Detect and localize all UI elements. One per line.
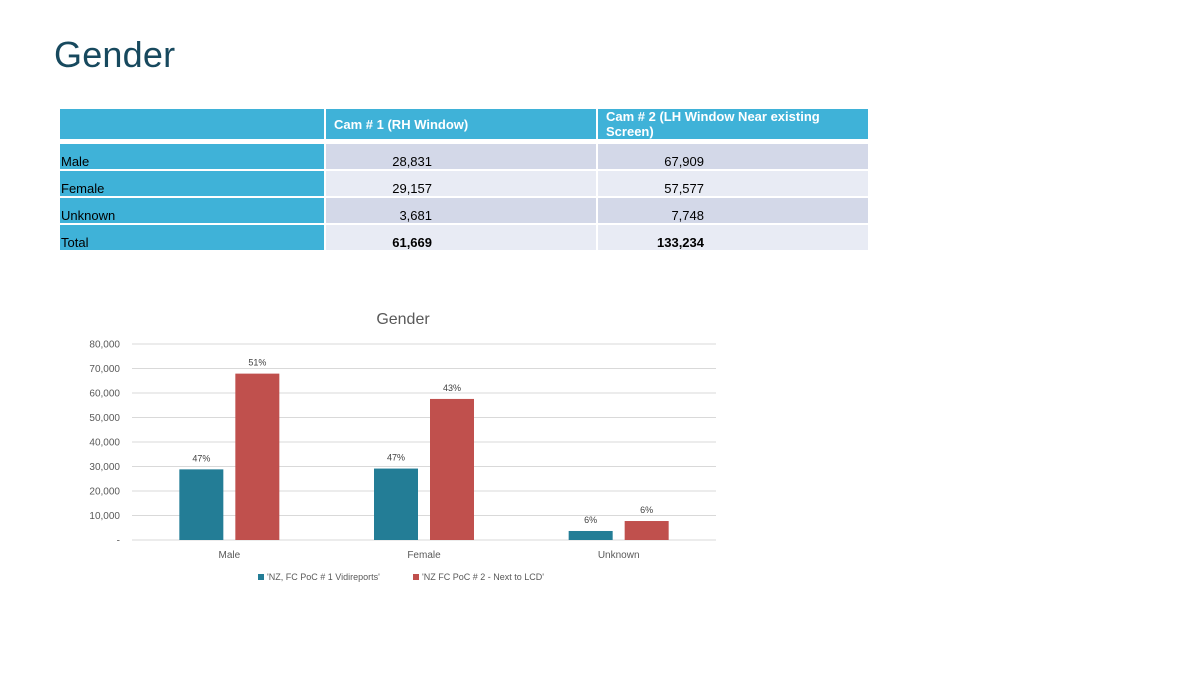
cell-value: 28,831 bbox=[392, 154, 432, 169]
row-label: Male bbox=[58, 142, 326, 171]
y-tick-label: 40,000 bbox=[89, 438, 120, 449]
table-header-cam1: Cam # 1 (RH Window) bbox=[324, 107, 598, 141]
cell-value: 67,909 bbox=[664, 154, 704, 169]
table-header-row: Cam # 1 (RH Window) Cam # 2 (LH Window N… bbox=[58, 107, 870, 141]
y-tick-label: 80,000 bbox=[89, 340, 120, 351]
cell-value: 61,669 bbox=[392, 235, 432, 250]
cell-value: 3,681 bbox=[399, 208, 432, 223]
y-tick-label: 50,000 bbox=[89, 413, 120, 424]
data-label: 6% bbox=[584, 515, 597, 525]
bar bbox=[179, 469, 224, 540]
legend-label: 'NZ FC PoC # 2 - Next to LCD' bbox=[422, 572, 544, 582]
gender-bar-chart: Gender - 10,000 20,000 30,000 40,000 50,000 60… bbox=[70, 300, 730, 600]
y-tick-label: 70,000 bbox=[89, 364, 120, 375]
cell-value: 57,577 bbox=[664, 181, 704, 196]
bar bbox=[235, 373, 280, 540]
legend-swatch bbox=[258, 574, 264, 580]
y-tick-label: 10,000 bbox=[89, 511, 120, 522]
y-tick-label: 30,000 bbox=[89, 462, 120, 473]
row-label: Female bbox=[58, 169, 326, 198]
table-row: Male 28,831 67,909 bbox=[58, 142, 870, 171]
x-category-label: Female bbox=[407, 550, 441, 561]
cell-value: 29,157 bbox=[392, 181, 432, 196]
table-row: Unknown 3,681 7,748 bbox=[58, 196, 870, 225]
page-title: Gender bbox=[54, 34, 176, 75]
cell-value: 7,748 bbox=[671, 208, 704, 223]
legend-label: 'NZ, FC PoC # 1 Vidireports' bbox=[267, 572, 380, 582]
row-label: Unknown bbox=[58, 196, 326, 225]
x-category-label: Male bbox=[218, 550, 240, 561]
data-label: 51% bbox=[248, 358, 266, 368]
y-tick-label: 20,000 bbox=[89, 487, 120, 498]
table-header-blank bbox=[58, 107, 326, 141]
cell-value: 133,234 bbox=[657, 235, 704, 250]
bar bbox=[624, 521, 669, 540]
data-label: 43% bbox=[443, 383, 461, 393]
chart-svg: Gender - 10,000 20,000 30,000 40,000 50,000 60… bbox=[89, 311, 716, 582]
table-header-cam2: Cam # 2 (LH Window Near existing Screen) bbox=[596, 107, 870, 141]
y-tick-label: 60,000 bbox=[89, 389, 120, 400]
chart-title: Gender bbox=[376, 311, 430, 328]
y-tick-label: - bbox=[117, 536, 120, 547]
bar bbox=[374, 468, 418, 540]
data-label: 47% bbox=[387, 453, 405, 463]
bar bbox=[568, 530, 613, 540]
table-row: Female 29,157 57,577 bbox=[58, 169, 870, 198]
x-category-label: Unknown bbox=[598, 550, 640, 561]
data-label: 6% bbox=[640, 505, 653, 515]
gender-table: Cam # 1 (RH Window) Cam # 2 (LH Window N… bbox=[58, 107, 870, 252]
bar bbox=[430, 398, 474, 540]
legend-swatch bbox=[413, 574, 419, 580]
row-label: Total bbox=[58, 223, 326, 252]
table-total-row: Total 61,669 133,234 bbox=[58, 223, 870, 252]
data-label: 47% bbox=[192, 453, 210, 463]
